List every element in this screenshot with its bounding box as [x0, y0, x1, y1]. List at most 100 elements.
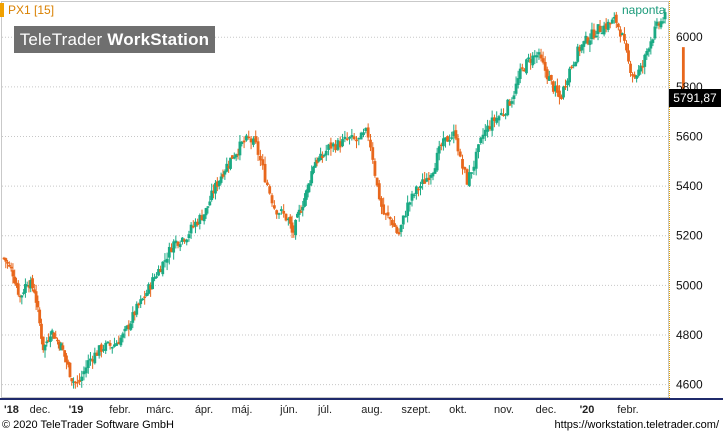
candle-down [329, 142, 333, 149]
candle-down [614, 14, 618, 23]
candle-down [315, 159, 319, 164]
candle-up [483, 129, 487, 137]
candle-up [86, 360, 90, 368]
candle-up [655, 21, 659, 26]
candle-up [401, 215, 405, 225]
candle-up [131, 312, 135, 323]
grid-lines [2, 36, 668, 386]
candle-up [22, 292, 26, 294]
candle-up [238, 141, 242, 156]
candle-up [399, 224, 403, 233]
candle-up [139, 299, 143, 305]
candle-up [343, 136, 347, 140]
candle-down [40, 323, 43, 339]
candle-up [562, 86, 565, 98]
candle-down [275, 210, 279, 215]
candle-up [45, 341, 49, 344]
candle-up [151, 277, 154, 290]
candle-down [242, 140, 246, 143]
candles [2, 8, 685, 389]
candle-down [623, 34, 626, 41]
candle-up [639, 65, 643, 72]
series-label[interactable]: PX1 [15] [8, 3, 55, 17]
candle-up [414, 186, 418, 195]
candle-up [444, 137, 447, 141]
candle-up [467, 172, 471, 186]
candle-up [172, 241, 176, 253]
candle-down [13, 276, 17, 284]
candle-up [348, 136, 351, 139]
watermark-light: TeleTrader [19, 30, 108, 49]
candle-down [529, 59, 533, 63]
candle-up [82, 371, 86, 375]
candle-up [359, 132, 363, 140]
candle-up [174, 240, 178, 244]
candle-down [578, 47, 582, 52]
candle-up [341, 139, 344, 147]
candle-down [522, 69, 526, 72]
candle-up [431, 173, 435, 177]
candle-up [153, 277, 156, 279]
candle-up [104, 342, 108, 351]
candle-down [117, 341, 121, 345]
candle-up [232, 157, 236, 159]
candle-down [143, 296, 147, 298]
candle-up [576, 46, 580, 62]
candle-down [91, 359, 95, 362]
candle-up [450, 137, 454, 139]
candle-up [279, 209, 283, 211]
candle-up [663, 12, 667, 20]
candle-up [155, 276, 158, 278]
candle-down [386, 212, 390, 216]
candle-up [637, 69, 641, 76]
candle-down [221, 174, 225, 177]
candle-down [254, 136, 258, 143]
candle-down [284, 213, 288, 221]
candle-up [612, 16, 616, 19]
candle-up [185, 239, 189, 243]
candle-down [539, 54, 543, 59]
plot-area[interactable] [1, 1, 669, 398]
candle-up [72, 381, 75, 383]
candle-up [516, 78, 520, 86]
candle-up [206, 206, 210, 208]
candle-down [133, 311, 137, 316]
candle-up [649, 41, 653, 49]
series-label-wrap[interactable]: PX1 [15] [0, 2, 54, 18]
candle-down [592, 29, 596, 39]
candle-up [470, 172, 474, 174]
period-label[interactable]: naponta [622, 3, 666, 17]
x-tick-label: febr. [617, 404, 638, 416]
candle-up [145, 293, 149, 296]
candle-down [176, 241, 180, 246]
candle-up [204, 208, 208, 216]
candle-down [4, 258, 8, 262]
candle-down [73, 381, 77, 384]
candle-up [296, 213, 299, 218]
candle-down [268, 186, 272, 194]
candle-up [297, 209, 301, 215]
candle-down [631, 74, 634, 76]
candle-up [514, 83, 518, 94]
candle-up [645, 50, 649, 56]
candle-down [616, 23, 620, 28]
candle-down [549, 75, 553, 80]
candle-down [541, 58, 545, 63]
y-axis-divider [669, 1, 671, 398]
candle-down [618, 29, 622, 37]
candle-up [313, 162, 317, 168]
footer-url[interactable]: https://workstation.teletrader.com/ [554, 419, 719, 431]
candle-up [490, 117, 494, 131]
candle-up [310, 171, 314, 184]
candle-up [214, 182, 217, 194]
candle-down [493, 117, 496, 121]
candle-down [458, 151, 462, 157]
candle-down [625, 43, 628, 51]
candle-last [681, 47, 685, 89]
candle-up [252, 138, 255, 145]
x-tick-label: jún. [279, 404, 298, 416]
candle-up [582, 41, 586, 47]
candle-up [553, 85, 557, 92]
